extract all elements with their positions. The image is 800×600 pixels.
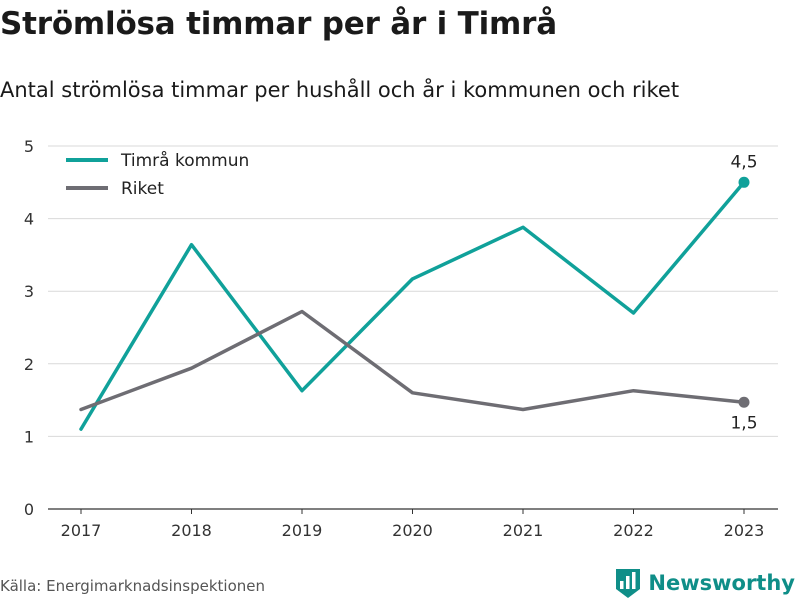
series-line-0 (79, 180, 746, 431)
y-tick-label: 0 (24, 500, 34, 519)
y-tick-label: 4 (24, 210, 34, 229)
x-tick-label: 2019 (282, 521, 323, 540)
x-tick-label: 2023 (724, 521, 765, 540)
source-note: Källa: Energimarknadsinspektionen (0, 577, 266, 595)
y-tick-label: 5 (24, 137, 34, 156)
series-lines: 4,5 1,5 (79, 152, 758, 433)
series-line-1 (79, 309, 746, 412)
x-tick-label: 2017 (61, 521, 102, 540)
y-tick-label: 3 (24, 282, 34, 301)
y-tick-label: 1 (24, 427, 34, 446)
chart-subtitle: Antal strömlösa timmar per hushåll och å… (0, 78, 680, 102)
x-tick-label: 2020 (392, 521, 433, 540)
end-point-0 (738, 176, 750, 188)
end-point-1 (738, 396, 750, 408)
x-tick-label: 2021 (503, 521, 544, 540)
legend: Timrå kommun Riket (66, 150, 249, 199)
brand-name: Newsworthy (648, 571, 795, 595)
axes: 0 1 2 3 4 5 2017 2018 2019 2020 2021 2022 2023 (24, 137, 778, 540)
bar-chart-shield-icon (616, 569, 641, 598)
legend-label-1: Riket (121, 179, 164, 199)
data-label-0: 4,5 (730, 152, 757, 172)
y-tick-label: 2 (24, 355, 34, 374)
chart-title: Strömlösa timmar per år i Timrå (0, 6, 557, 42)
legend-label-0: Timrå kommun (120, 150, 249, 171)
brand-logo: Newsworthy (614, 567, 795, 599)
x-tick-label: 2022 (613, 521, 654, 540)
grid-lines (48, 145, 778, 437)
x-tick-label: 2018 (171, 521, 212, 540)
data-label-1: 1,5 (730, 413, 757, 433)
